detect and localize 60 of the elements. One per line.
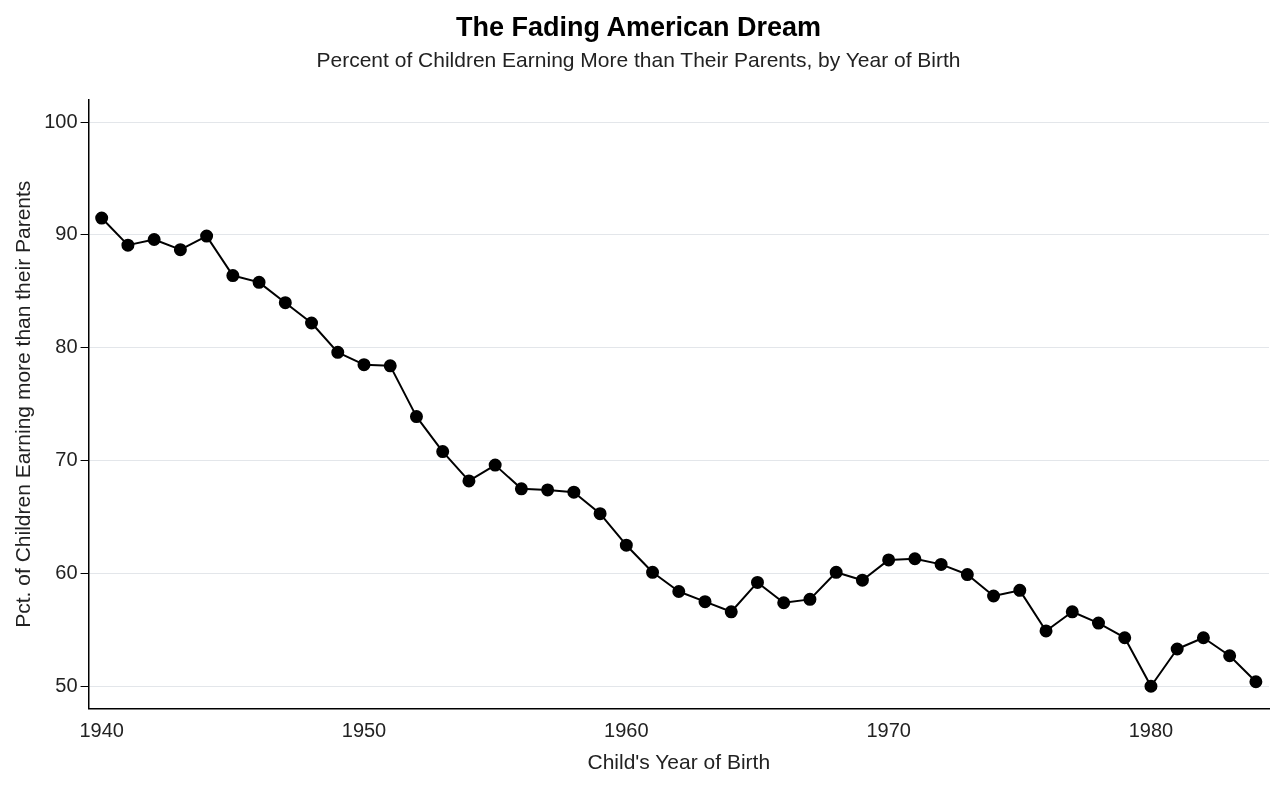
point <box>357 358 371 372</box>
x-axis-title: Child's Year of Birth <box>587 750 771 774</box>
point <box>908 552 922 566</box>
point <box>593 507 607 521</box>
point <box>987 589 1001 603</box>
point <box>305 316 319 330</box>
y-tick-label: 80 <box>55 335 78 358</box>
y-tick-label: 90 <box>55 222 78 245</box>
x-tick-label: 1960 <box>604 719 649 742</box>
point <box>252 275 266 289</box>
point <box>698 595 712 609</box>
point <box>619 538 633 552</box>
y-axis-title: Pct. of Children Earning more than their Parents <box>11 180 35 628</box>
point <box>1196 631 1210 645</box>
point <box>672 584 686 598</box>
point <box>121 238 135 252</box>
x-tick-label: 1940 <box>79 719 124 742</box>
point <box>173 243 187 257</box>
y-tick-label: 100 <box>44 109 78 132</box>
point <box>960 568 974 582</box>
point <box>278 296 292 310</box>
x-tick-label: 1980 <box>1128 719 1174 742</box>
point <box>488 458 502 472</box>
point <box>567 485 581 499</box>
point <box>882 553 896 567</box>
point <box>646 565 660 579</box>
point <box>750 575 764 589</box>
point <box>1249 675 1263 689</box>
point <box>1223 649 1237 663</box>
point <box>934 557 948 571</box>
point <box>1065 605 1079 619</box>
y-tick-label: 70 <box>55 448 78 471</box>
point <box>829 565 843 579</box>
point <box>541 483 555 497</box>
y-tick-label: 60 <box>55 560 78 583</box>
point <box>1091 616 1105 630</box>
chart-title: The Fading American Dream <box>455 11 822 42</box>
point <box>1039 624 1053 638</box>
x-tick-label: 1950 <box>341 719 387 742</box>
point <box>226 269 240 283</box>
point <box>1170 642 1184 656</box>
point <box>331 345 345 359</box>
point <box>383 359 397 373</box>
point <box>803 592 817 606</box>
point <box>436 445 450 459</box>
point <box>1144 679 1158 693</box>
y-tick-label: 50 <box>55 673 78 696</box>
point <box>409 410 423 424</box>
point <box>95 211 109 225</box>
point <box>514 482 528 496</box>
point <box>724 605 738 619</box>
point <box>147 232 161 246</box>
point <box>200 229 214 243</box>
chart-subtitle: Percent of Children Earning More than Their Parents, by Year of Birth <box>316 47 961 71</box>
x-tick-label: 1970 <box>866 719 911 742</box>
point <box>1118 631 1132 645</box>
point <box>1013 583 1027 597</box>
point <box>462 474 476 488</box>
point <box>855 573 869 587</box>
point <box>777 596 791 610</box>
